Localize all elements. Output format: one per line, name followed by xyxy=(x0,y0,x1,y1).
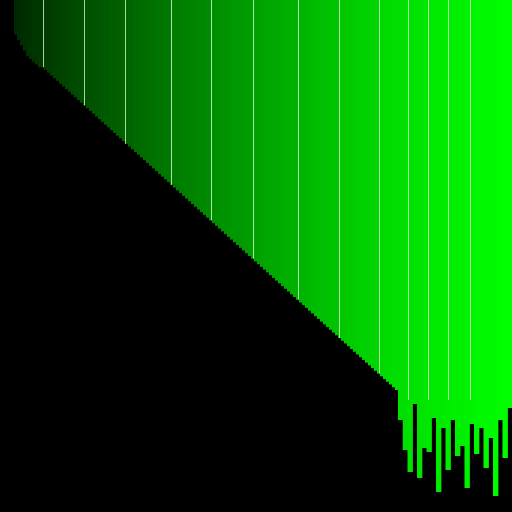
column-separator-line xyxy=(470,0,471,400)
column-separator-line xyxy=(125,0,126,144)
tail-spike-column xyxy=(431,0,436,418)
tail-spike-column xyxy=(455,0,460,456)
column-separator-line xyxy=(379,0,380,374)
tail-spike-column xyxy=(441,0,446,428)
tail-spike-column xyxy=(422,0,427,448)
column-separator-line xyxy=(253,0,254,259)
tail-spike-column xyxy=(412,0,417,404)
tail-spike-column xyxy=(436,0,441,492)
tail-spike-column xyxy=(450,0,455,420)
column-separator-line xyxy=(84,0,85,106)
column-separator-line xyxy=(408,0,409,400)
tail-spike-column xyxy=(484,0,489,468)
column-separator-line xyxy=(211,0,212,220)
tail-spike-column xyxy=(503,0,508,458)
tail-spike-column xyxy=(498,0,503,420)
tail-spike-column xyxy=(493,0,498,496)
tail-spike-column xyxy=(427,0,432,452)
tail-spike-column xyxy=(465,0,470,488)
tail-spike-column xyxy=(474,0,479,454)
tail-spike-column xyxy=(417,0,422,478)
tail-spike-column xyxy=(488,0,493,438)
column-separator-line xyxy=(171,0,172,185)
tail-spike-column xyxy=(460,0,465,446)
column-separator-line xyxy=(298,0,299,300)
tail-spike-column xyxy=(403,0,408,450)
column-separator-line xyxy=(428,0,429,400)
column-separator-line xyxy=(43,0,44,67)
column-separator-line xyxy=(339,0,340,338)
tail-spike-column xyxy=(398,0,403,420)
tail-spike-column xyxy=(479,0,484,428)
tail-spike-column xyxy=(507,0,512,408)
column-separator-line xyxy=(448,0,449,400)
